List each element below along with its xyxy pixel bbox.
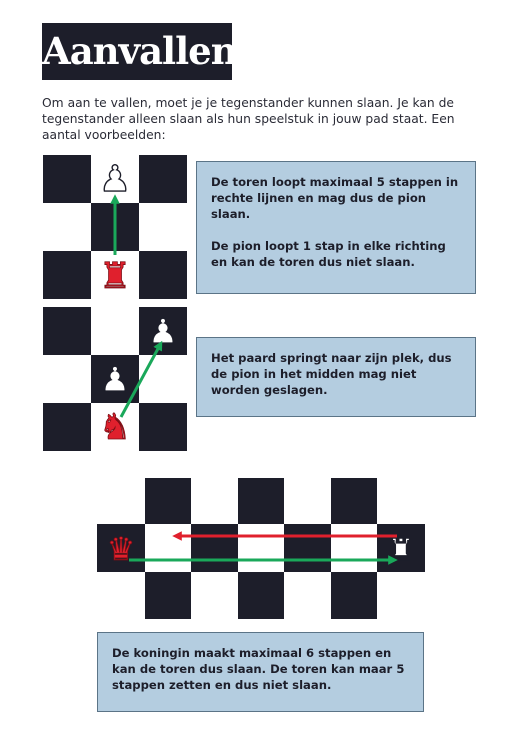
queen-explanation: De koningin maakt maximaal 6 stappen en … (112, 646, 405, 692)
red-knight-icon: ♞ (99, 407, 131, 448)
square-light (43, 355, 91, 403)
knight-explanation: Het paard springt naar zijn plek, dus de… (211, 351, 452, 397)
square-dark (43, 155, 91, 203)
intro-text: Om aan te vallen, moet je je tegenstande… (42, 96, 455, 142)
square-dark (331, 478, 377, 524)
white-pawn-icon: ♟ (99, 159, 131, 200)
square-dark (43, 403, 91, 451)
square-dark (284, 524, 331, 572)
square-dark (145, 572, 191, 619)
square-light (91, 403, 139, 451)
square-dark (191, 524, 238, 572)
square-light (139, 355, 187, 403)
square-light (91, 251, 139, 299)
info-box-queen: De koningin maakt maximaal 6 stappen en … (97, 632, 424, 712)
white-rook-icon: ♜ (388, 533, 415, 568)
square-light (238, 524, 284, 572)
square-dark (139, 307, 187, 355)
square-dark (91, 355, 139, 403)
square-dark (139, 251, 187, 299)
rook-explanation: De toren loopt maximaal 5 stappen in rec… (211, 175, 459, 221)
square-dark (331, 572, 377, 619)
board-queen-example: ♛ ♜ (97, 478, 425, 619)
white-pawn-icon: ♟ (100, 360, 130, 400)
red-rook-icon: ♜ (99, 256, 131, 297)
board-rook-example: ♟ ♜ (43, 155, 187, 299)
red-queen-icon: ♛ (107, 530, 136, 568)
board-knight-example: ♟ ♟ ♞ (43, 307, 187, 451)
square-dark (139, 403, 187, 451)
square-light (91, 307, 139, 355)
info-box-rook: De toren loopt maximaal 5 stappen in rec… (196, 161, 476, 294)
info-box-knight: Het paard springt naar zijn plek, dus de… (196, 337, 476, 417)
square-light (145, 524, 191, 572)
square-light (139, 203, 187, 251)
square-dark (238, 572, 284, 619)
square-dark (43, 307, 91, 355)
square-light (331, 524, 377, 572)
square-dark (145, 478, 191, 524)
pawn-explanation: De pion loopt 1 stap in elke richting en… (211, 239, 446, 269)
square-dark (97, 524, 145, 572)
square-dark (377, 524, 425, 572)
green-arrow (119, 340, 163, 418)
square-dark (43, 251, 91, 299)
square-dark (238, 478, 284, 524)
white-pawn-icon: ♟ (148, 312, 178, 352)
square-light (43, 203, 91, 251)
square-dark (139, 155, 187, 203)
page-title: Aanvallen (42, 23, 238, 80)
